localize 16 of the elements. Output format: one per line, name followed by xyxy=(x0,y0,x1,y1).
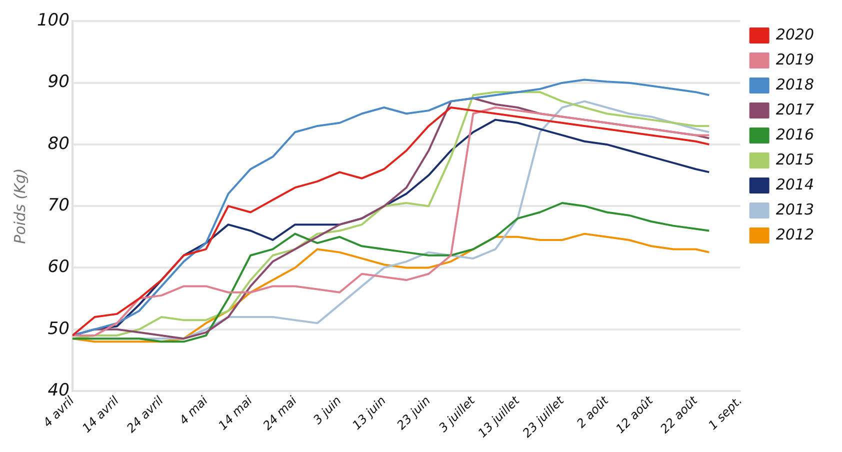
y-tick-label: 60 xyxy=(48,257,70,278)
legend-label: 2019 xyxy=(776,50,814,68)
legend-label: 2017 xyxy=(776,100,814,118)
legend-label: 2012 xyxy=(776,225,814,244)
y-tick-label: 50 xyxy=(48,318,70,339)
legend-label: 2015 xyxy=(776,150,814,168)
legend-label: 2018 xyxy=(776,75,814,94)
y-tick-label: 100 xyxy=(36,10,70,31)
legend-label: 2013 xyxy=(776,200,814,218)
legend-label: 2016 xyxy=(776,125,814,144)
y-tick-label: 70 xyxy=(48,196,70,216)
y-tick-label: 80 xyxy=(48,134,70,154)
y-tick-label: 90 xyxy=(48,72,70,92)
y-axis-title: Poids (Kg) xyxy=(10,168,29,244)
legend-label: 2020 xyxy=(776,25,814,44)
legend-label: 2014 xyxy=(776,175,814,194)
